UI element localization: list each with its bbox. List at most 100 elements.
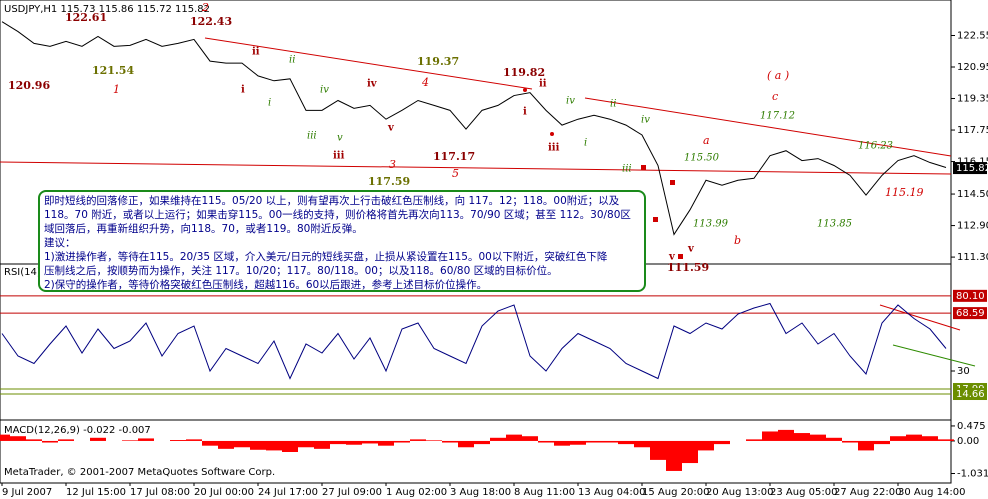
wave-label: ( a ) [767,69,789,82]
wave-label: iii [307,131,317,142]
wave-label: 4 [421,76,429,89]
histogram-bar [170,440,186,441]
histogram-bar [138,438,154,441]
note-line: 即时短线的回落修正，如果维持在115。05/20 以上，则有望再次上行击破红色压… [44,195,620,207]
y-tick-label: 30 [957,366,970,377]
histogram-bar [458,440,474,448]
histogram-bar [362,440,378,444]
histogram-bar [922,436,938,441]
histogram-bar [330,440,346,445]
wave-label: i [584,138,587,149]
x-tick-label: 17 Jul 08:00 [130,487,190,498]
marker [641,165,646,170]
wave-label: 115.19 [885,186,924,199]
histogram-bar [938,439,954,441]
indicator-title: MACD(12,26,9) -0.022 -0.007 [4,425,151,436]
histogram-bar [490,437,506,441]
trend-line [204,37,533,90]
histogram-bar [378,440,394,446]
wave-label: 115.50 [684,153,720,164]
y-tick-label: 111.30 [957,252,988,263]
histogram-bar [842,440,858,443]
wave-label: iii [333,151,345,162]
wave-label: ii [252,47,260,58]
histogram-bar [314,440,330,449]
x-tick-label: 9 Jul 2007 [2,487,52,498]
note-line: 1)激进操作者，等待在115。20/35 区域，介入美元/日元的短线买盘，止损从… [44,251,608,263]
histogram-bar [634,440,650,448]
histogram-bar [698,440,714,451]
wave-label: 3 [389,158,396,171]
wave-label: 5 [452,167,459,180]
histogram-bar [602,440,618,443]
histogram-bar [202,440,218,446]
rsi-trend-line [879,304,961,331]
histogram-bar [554,440,570,446]
x-tick-label: 23 Aug 05:00 [770,487,837,498]
histogram-bar [746,439,762,441]
marker [678,254,683,259]
histogram-bar [10,436,26,441]
level-label: 14.66 [956,389,985,400]
wave-label: 113.85 [817,219,852,230]
histogram-bar [858,440,874,451]
histogram-bar [234,440,250,448]
indicator-title: RSI(14) [4,267,41,278]
level-label-box [953,289,987,302]
y-tick-label: 117.75 [957,125,988,136]
wave-label: 116.23 [858,141,893,152]
rsi-trend-line [892,344,976,367]
x-tick-label: 20 Aug 13:00 [706,487,773,498]
y-tick-label: 120.95 [957,62,988,73]
wave-label: 122.43 [190,15,232,28]
wave-label: 122.61 [65,11,107,24]
histogram-bar [122,440,138,441]
wave-label: iii [622,164,632,175]
note-line: 2)保守的操作者，等待价格突破红色压制线，超越116。60以后跟进，参考上述目标… [44,279,488,291]
note-line: 118。70 附近，或者以上运行；如果击穿115。00一线的支持，则价格将首先再… [44,209,631,221]
histogram-bar [826,437,842,441]
histogram-bar [410,439,426,441]
wave-label: b [734,234,741,247]
wave-label: 117.59 [368,175,410,188]
trend-line [0,161,952,175]
chart-title: USDJPY,H1 115.73 115.86 115.72 115.82 [4,4,210,15]
y-tick-label: 112.90 [957,221,988,232]
note-line: 压制线之后，按顺势而为操作，关注 117。10/20；117。80/118。00… [44,265,558,277]
histogram-bar [442,440,458,443]
histogram-bar [26,439,42,441]
histogram-bar [522,436,538,441]
note-line: 域回落后，再重新组织升势，向118。70，或者119。80附近反弹。 [44,223,363,235]
x-tick-label: 20 Jul 00:00 [194,487,254,498]
note-line: 建议： [44,237,76,249]
wave-label: i [523,107,527,118]
x-tick-label: 27 Jul 09:00 [322,487,382,498]
wave-label: 117.12 [760,111,795,122]
x-tick-label: 1 Aug 02:00 [386,487,447,498]
level-label: 68.59 [956,308,985,319]
histogram-bar [538,440,554,443]
wave-label: ii [289,55,295,66]
wave-label: v [337,133,343,144]
histogram-bar [426,440,442,441]
copyright: MetaTrader, © 2001-2007 MetaQuotes Softw… [4,467,275,478]
wave-label: 120.96 [8,79,50,92]
histogram-bar [474,440,490,445]
histogram-bar [906,434,922,441]
y-tick-label: 114.50 [957,189,988,200]
histogram-bar [298,440,314,448]
marker [670,180,675,185]
x-tick-label: 30 Aug 14:00 [898,487,965,498]
histogram-bar [58,439,74,441]
histogram-bar [186,439,202,441]
histogram-bar [266,440,282,451]
wave-label: iii [548,143,560,154]
level-label-box [953,388,987,401]
wave-label: 117.17 [433,150,475,163]
last-price: 115.82 [956,163,988,174]
wave-label: 121.54 [92,64,134,77]
wave-label: 2 [201,1,209,14]
wave-label: 119.82 [503,66,545,79]
histogram-bar [794,433,810,441]
